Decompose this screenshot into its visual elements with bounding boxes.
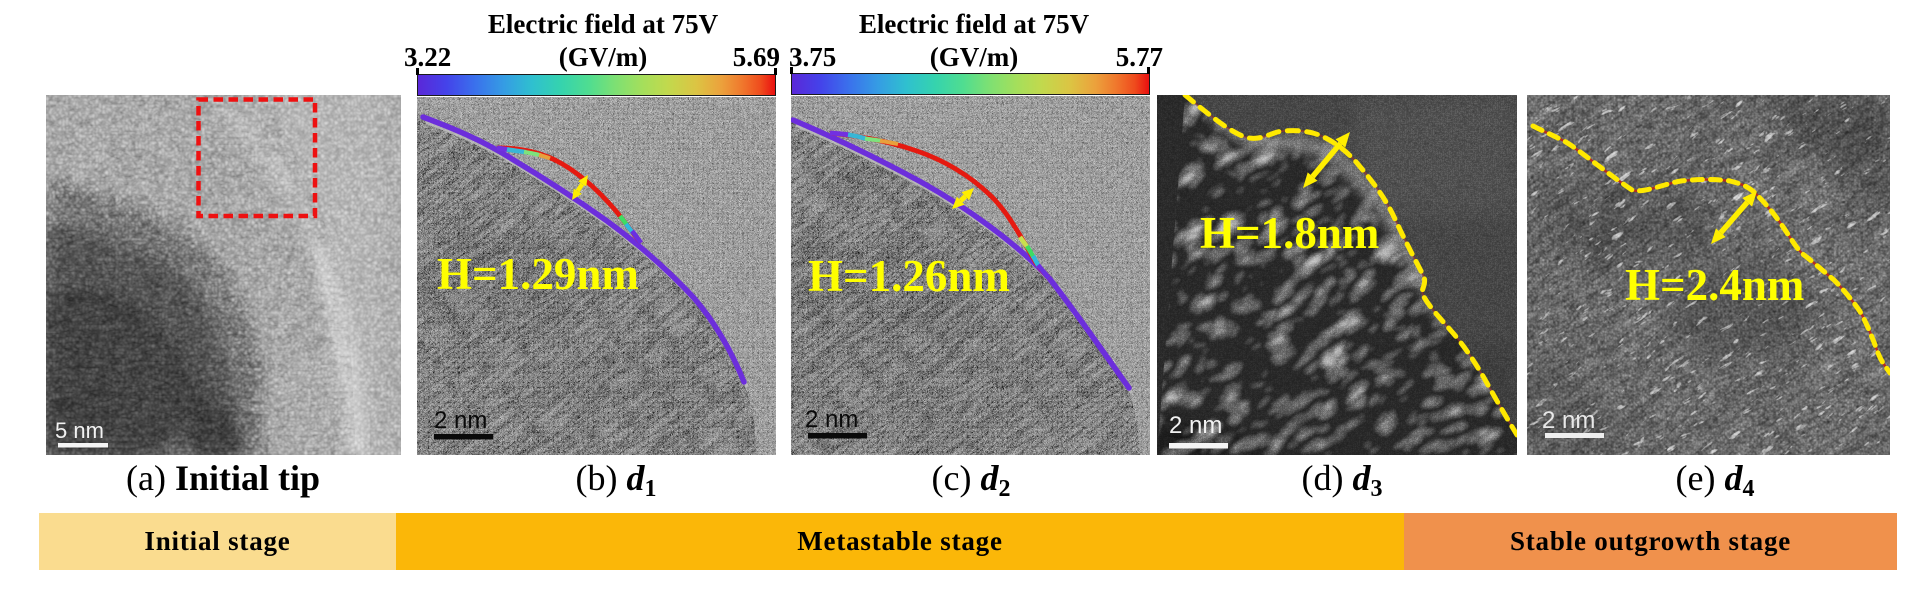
svg-text:2 nm: 2 nm [1542, 407, 1595, 434]
svg-text:5 nm: 5 nm [55, 418, 104, 443]
svg-text:2 nm: 2 nm [805, 406, 858, 433]
svg-text:H=1.8nm: H=1.8nm [1200, 208, 1379, 258]
svg-text:H=2.4nm: H=2.4nm [1625, 260, 1804, 310]
svg-text:H=1.26nm: H=1.26nm [808, 251, 1010, 301]
svg-text:2 nm: 2 nm [434, 407, 487, 434]
svg-text:2 nm: 2 nm [1169, 412, 1222, 439]
svg-text:H=1.29nm: H=1.29nm [437, 249, 639, 299]
